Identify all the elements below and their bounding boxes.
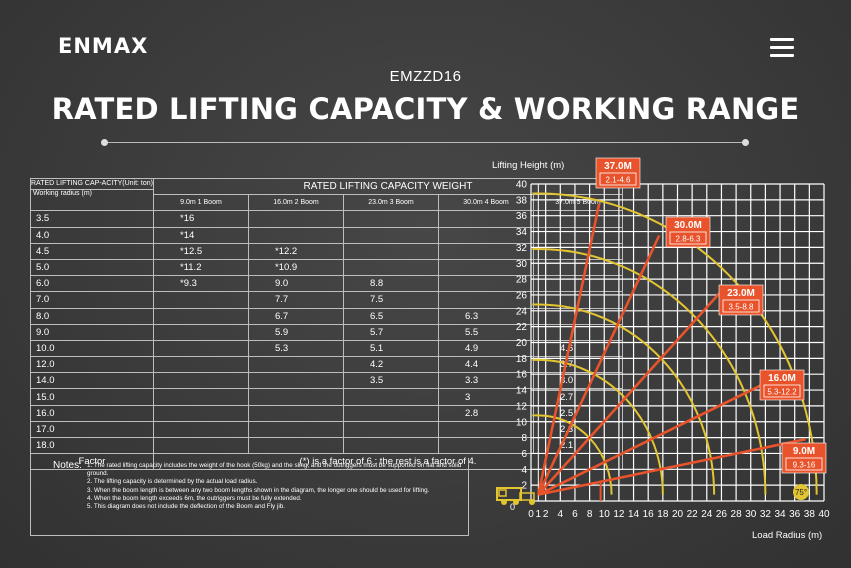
table-row: 9.0 5.9 5.7 5.5 bbox=[30, 323, 623, 341]
boom-range-frame bbox=[763, 384, 801, 398]
boom-length-label: 23.0M bbox=[727, 288, 755, 299]
x-tick-label: 2 bbox=[543, 509, 549, 520]
x-tick-label: 1 bbox=[536, 509, 542, 520]
boom-length-label: 37.0M bbox=[604, 161, 632, 172]
capacity-arc bbox=[532, 414, 613, 495]
boom-range-label: 9.3-16 bbox=[793, 461, 816, 470]
y-tick-label: 38 bbox=[516, 195, 528, 206]
boom-length-label: 9.0M bbox=[793, 446, 815, 457]
y-tick-label: 34 bbox=[516, 227, 528, 238]
corner-bottom-label: Working radius (m) bbox=[31, 189, 153, 198]
x-tick-label: 26 bbox=[716, 509, 728, 520]
y-tick-label: 26 bbox=[516, 290, 528, 301]
y-axis-title: Lifting Height (m) bbox=[492, 160, 565, 171]
title-divider bbox=[101, 139, 749, 146]
boom-range-frame bbox=[722, 299, 760, 313]
note-line: 1. The rated lifting capacity includes t… bbox=[87, 462, 462, 478]
x-tick-label: 10 bbox=[599, 509, 611, 520]
table-row: 18.0 2.1 bbox=[30, 436, 623, 455]
capacity-arc bbox=[532, 192, 818, 495]
boom-line bbox=[537, 373, 785, 496]
y-tick-label: 2 bbox=[521, 481, 527, 492]
page-title: RATED LIFTING CAPACITY & WORKING RANGE bbox=[51, 92, 800, 126]
boom-range-frame bbox=[785, 457, 823, 471]
x-tick-label: 40 bbox=[818, 509, 830, 520]
table-row: 14.0 3.5 3.3 3.0 bbox=[30, 372, 623, 390]
y-tick-label: 12 bbox=[516, 401, 528, 412]
table-row: 7.0 7.7 7.5 bbox=[30, 291, 623, 309]
y-tick-label: 20 bbox=[516, 338, 528, 349]
x-tick-label: 34 bbox=[774, 509, 786, 520]
x-tick-label: 36 bbox=[789, 509, 801, 520]
boom-length-label: 16.0M bbox=[768, 373, 796, 384]
y-tick-label: 4 bbox=[521, 465, 527, 476]
table-row: 15.0 3 2.7 bbox=[30, 388, 623, 406]
x-axis-title: Load Radius (m) bbox=[752, 530, 823, 541]
x-tick-label: 0 bbox=[528, 509, 534, 520]
x-tick-label: 6 bbox=[572, 509, 578, 520]
origin-label: 0 bbox=[510, 502, 515, 512]
x-tick-label: 12 bbox=[613, 509, 625, 520]
hamburger-menu-icon[interactable] bbox=[770, 38, 794, 58]
x-tick-label: 28 bbox=[731, 509, 743, 520]
boom-line bbox=[537, 290, 723, 496]
boom-range-label: 2.8-6.3 bbox=[676, 235, 701, 244]
y-tick-label: 6 bbox=[521, 449, 527, 460]
table-body: 3.5 *16 4.0 *14 4.5 *12.5 *12.2 5.0 *11.2 *10.9 6.… bbox=[30, 210, 623, 455]
x-tick-label: 8 bbox=[587, 509, 593, 520]
y-tick-label: 28 bbox=[516, 275, 528, 286]
boom-range-label: 5.3-12.2 bbox=[767, 388, 797, 397]
note-line: 5. This diagram does not include the def… bbox=[87, 503, 286, 511]
y-tick-label: 16 bbox=[516, 370, 528, 381]
x-tick-label: 24 bbox=[701, 509, 713, 520]
x-tick-label: 32 bbox=[760, 509, 772, 520]
y-tick-label: 14 bbox=[516, 386, 528, 397]
x-tick-label: 16 bbox=[643, 509, 655, 520]
angle-badge bbox=[793, 484, 809, 500]
truck-icon bbox=[496, 487, 535, 505]
note-line: 2. The lifting capacity is determined by… bbox=[87, 478, 258, 486]
notes-label: Notes: bbox=[53, 460, 82, 471]
factor-text: (*) is a factor of 6 ; the rest is a fac… bbox=[153, 453, 623, 471]
angle-label: 75° bbox=[795, 488, 807, 497]
capacity-table: RATED LIFTING CAP-ACITY(Unit: ton) Worki… bbox=[30, 177, 623, 471]
boom-range-label: 2.1-4.6 bbox=[606, 176, 631, 185]
table-row: 12.04.24.43.7 bbox=[30, 356, 623, 374]
boom-range-frame bbox=[599, 172, 637, 186]
x-tick-label: 4 bbox=[558, 509, 564, 520]
y-tick-label: 8 bbox=[521, 433, 527, 444]
y-tick-label: 24 bbox=[516, 306, 528, 317]
boom-line bbox=[537, 203, 601, 495]
x-tick-label: 38 bbox=[804, 509, 816, 520]
y-tick-label: 22 bbox=[516, 322, 528, 333]
capacity-arc bbox=[532, 358, 664, 495]
corner-top-label: RATED LIFTING CAP-ACITY(Unit: ton) bbox=[31, 180, 153, 187]
x-tick-label: 22 bbox=[687, 509, 699, 520]
brand-logo: ENMAX bbox=[58, 34, 149, 58]
notes-box: Notes: 1. The rated lifting capacity inc… bbox=[30, 458, 469, 536]
notes-text: 1. The rated lifting capacity includes t… bbox=[87, 462, 463, 511]
capacity-arc bbox=[532, 303, 716, 495]
boom-line bbox=[538, 437, 806, 496]
capacity-arc bbox=[532, 247, 767, 495]
x-tick-label: 14 bbox=[628, 509, 640, 520]
y-tick-label: 36 bbox=[516, 211, 528, 222]
factor-row: Factor (*) is a factor of 6 ; the rest i… bbox=[30, 453, 623, 471]
y-tick-label: 32 bbox=[516, 243, 528, 254]
y-tick-label: 40 bbox=[516, 180, 528, 191]
y-tick-label: 30 bbox=[516, 259, 528, 270]
boom-length-label: 30.0M bbox=[674, 220, 702, 231]
x-tick-label: 20 bbox=[672, 509, 684, 520]
model-name: EMZZD16 bbox=[389, 68, 462, 85]
x-tick-label: 18 bbox=[657, 509, 669, 520]
y-tick-label: 18 bbox=[516, 354, 528, 365]
y-tick-label: 10 bbox=[516, 417, 528, 428]
note-line: 3. When the boom length is between any t… bbox=[87, 486, 430, 494]
boom-range-label: 3.5-8.8 bbox=[729, 303, 754, 312]
boom-range-frame bbox=[669, 231, 707, 245]
note-line: 4. When the boom length exceeds 6m, the … bbox=[87, 494, 302, 502]
x-tick-label: 30 bbox=[745, 509, 757, 520]
boom-line bbox=[537, 234, 661, 496]
